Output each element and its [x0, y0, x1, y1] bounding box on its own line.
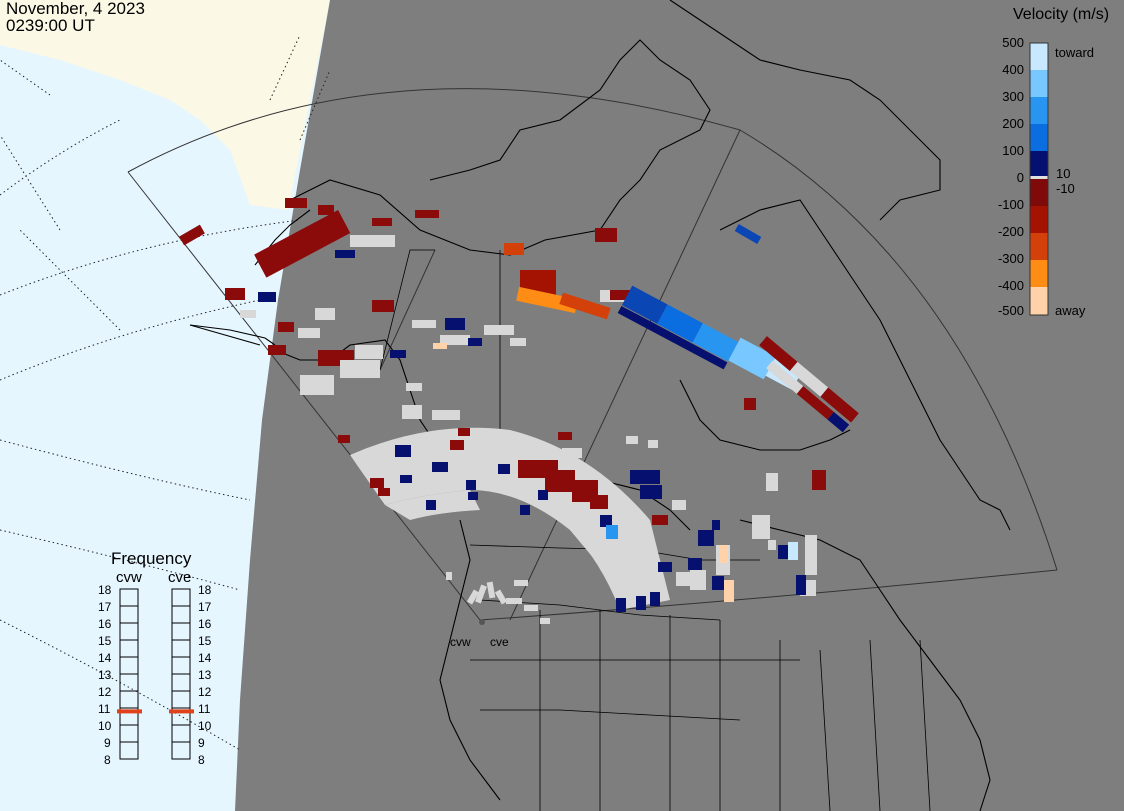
frequency-tick-left: 17 [98, 600, 112, 614]
frequency-tick-right: 17 [198, 600, 212, 614]
colorbar-tick: 400 [1002, 62, 1024, 77]
frequency-tick-right: 13 [198, 668, 212, 682]
colorbar-tick: 300 [1002, 89, 1024, 104]
frequency-tick-right: 10 [198, 719, 212, 733]
colorbar-tick: -500 [997, 303, 1024, 318]
colorbar-title: Velocity (m/s) [1013, 6, 1110, 23]
colorbar-near-zero-label: 10 [1056, 166, 1071, 181]
frequency-tick-left: 18 [98, 583, 112, 597]
colorbar-tick: -100 [997, 197, 1024, 212]
velocity-colorbar [1029, 42, 1049, 316]
frequency-tick-right: 14 [198, 651, 212, 665]
night-shade-region [235, 0, 1124, 811]
frequency-tick-left: 10 [98, 719, 112, 733]
frequency-tick-right: 12 [198, 685, 212, 699]
sunlit-land [0, 0, 330, 210]
frequency-title: Frequency [111, 549, 192, 568]
colorbar-tick: 100 [1002, 143, 1024, 158]
colorbar-tick: 0 [1016, 170, 1024, 185]
frequency-tick-right: 8 [198, 753, 205, 767]
frequency-scale [119, 588, 191, 760]
radar-name-cvw: cvw [116, 569, 142, 586]
colorbar-tick: 500 [1002, 35, 1024, 50]
field-of-view-outline [127, 88, 1058, 621]
colorbar-tick: -300 [997, 251, 1024, 266]
frequency-tick-left: 11 [98, 702, 111, 716]
frequency-tick-left: 14 [98, 651, 112, 665]
frequency-tick-right: 11 [198, 702, 211, 716]
velocity-cells [179, 198, 859, 624]
frequency-tick-left: 12 [98, 685, 112, 699]
frequency-tick-right: 9 [198, 736, 205, 750]
frequency-tick-left: 8 [104, 753, 111, 767]
frequency-tick-left: 13 [98, 668, 112, 682]
frequency-tick-left: 9 [104, 736, 111, 750]
radar-site-dot [479, 619, 485, 625]
colorbar-tick: -400 [997, 278, 1024, 293]
time-label: 0239:00 UT [6, 16, 95, 35]
site-label-cvw: cvw [450, 635, 471, 649]
colorbar-near-zero-label: -10 [1056, 181, 1075, 196]
cvw-frequency-marker [117, 709, 142, 714]
frequency-tick-left: 15 [98, 634, 112, 648]
radar-name-cve: cve [168, 569, 192, 586]
cve-frequency-marker [169, 709, 194, 714]
colorbar-away-label: away [1055, 303, 1086, 318]
site-label-cve: cve [490, 635, 509, 649]
colorbar-tick: -200 [997, 224, 1024, 239]
date-label: November, 4 2023 [6, 0, 145, 18]
frequency-tick-right: 15 [198, 634, 212, 648]
colorbar-tick: 200 [1002, 116, 1024, 131]
frequency-tick-right: 16 [198, 617, 212, 631]
frequency-tick-left: 16 [98, 617, 112, 631]
colorbar-toward-label: toward [1055, 45, 1095, 60]
frequency-tick-right: 18 [198, 583, 212, 597]
